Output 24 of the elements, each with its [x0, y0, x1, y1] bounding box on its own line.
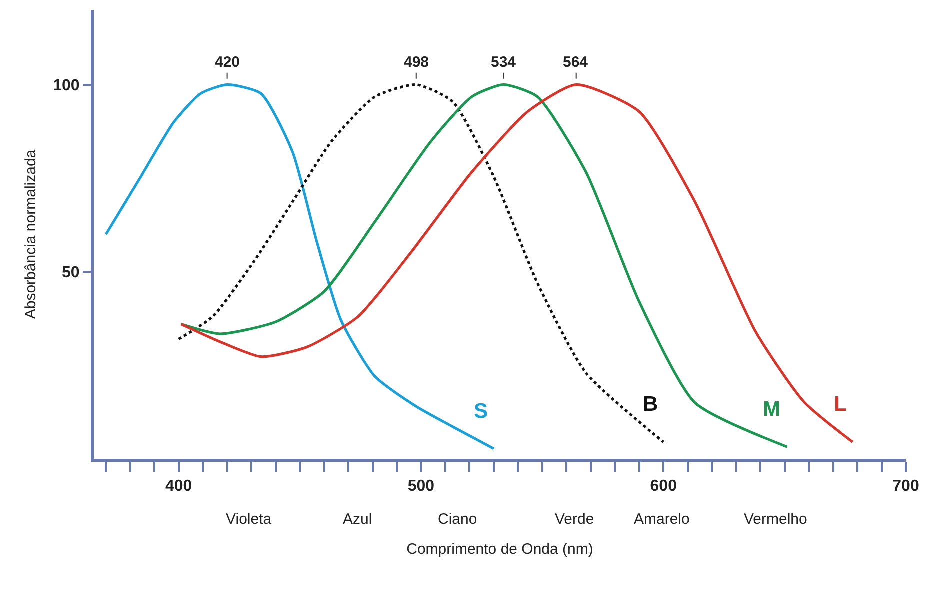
series-label: B: [643, 393, 658, 416]
x-tick-label: 500: [408, 478, 435, 496]
text: Amarelo: [634, 511, 690, 528]
annotation: 420: [215, 54, 240, 71]
text: Ciano: [438, 511, 478, 528]
annotation: 534: [491, 54, 517, 71]
text: Azul: [343, 511, 372, 528]
y-axis-title: Absorbância normalizada: [22, 149, 40, 320]
line-series: [178, 84, 665, 444]
x-tick-label: 600: [650, 478, 678, 496]
series-label: L: [834, 393, 847, 416]
x-tick-label: 700: [892, 478, 920, 496]
series-label: M: [763, 398, 780, 421]
y-tick-label: 50: [62, 264, 80, 282]
text: Vermelho: [744, 511, 808, 528]
text: Violeta: [226, 511, 272, 528]
text: Verde: [555, 511, 594, 528]
annotation: 564: [563, 54, 589, 71]
annotation: 498: [404, 54, 430, 71]
y-tick-label: 100: [53, 77, 80, 94]
series-label: S: [474, 400, 488, 423]
x-axis-title: Comprimento de Onda (nm): [406, 541, 594, 558]
line-series: [104, 84, 496, 450]
x-tick-label: 400: [165, 478, 192, 496]
